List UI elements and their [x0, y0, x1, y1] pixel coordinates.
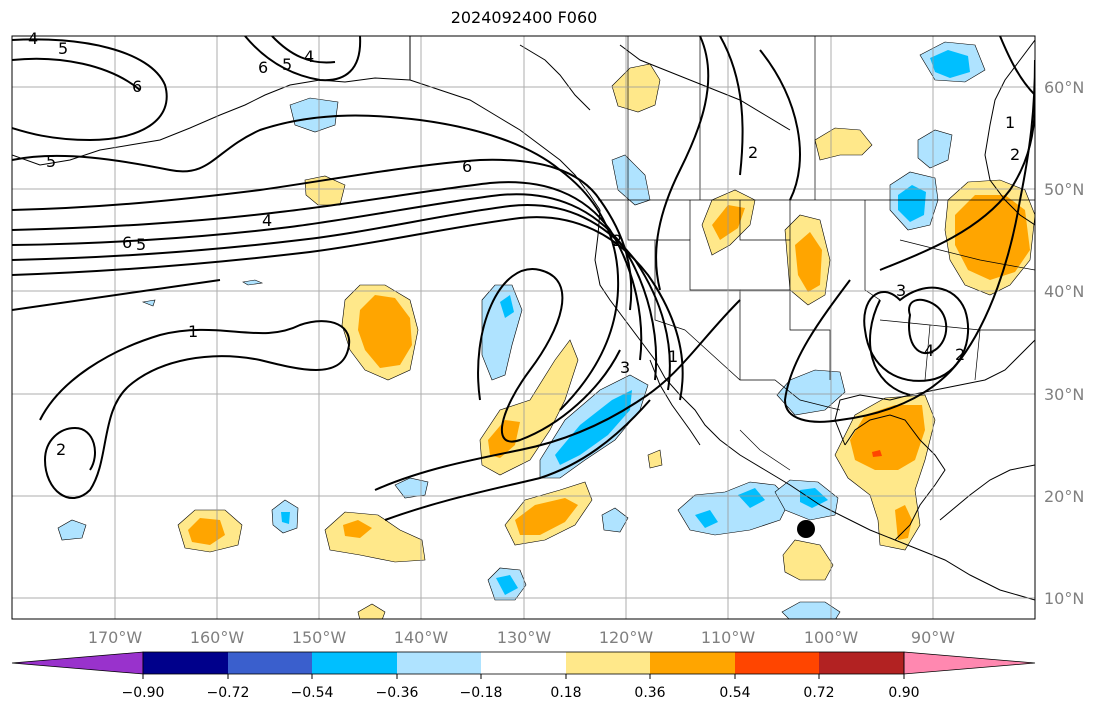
colorbar-tick-label: −0.90: [122, 685, 165, 701]
colorbar-tick-label: −0.54: [291, 685, 334, 701]
cool-area: [917, 129, 953, 169]
lon-label: 100°W: [804, 628, 859, 647]
map-title: 2024092400 F060: [450, 8, 598, 27]
warm-area: [814, 127, 873, 161]
contour-label: 2: [955, 345, 965, 364]
orange-core: [358, 295, 412, 368]
storm-marker: [797, 520, 815, 538]
colorbar-segment: [566, 652, 650, 674]
colorbar-tick-label: −0.18: [460, 685, 503, 701]
colorbar-tick-label: 0.72: [803, 685, 834, 701]
lon-label: 150°W: [292, 628, 347, 647]
colorbar-segment: [481, 652, 566, 674]
contour-label: 2: [56, 440, 66, 459]
contour-label: 4: [304, 47, 314, 66]
cyan-core: [496, 575, 518, 595]
colorbar-tick-label: 0.54: [719, 685, 750, 701]
colorbar-tick-label: −0.36: [376, 685, 419, 701]
contour-label: 2: [612, 231, 622, 250]
contour-lines: [12, 36, 1035, 521]
coastlines: [12, 36, 1035, 601]
cyan-core: [738, 488, 765, 508]
map-frame: [11, 35, 1036, 620]
cool-area: [601, 507, 629, 533]
red-core: [872, 450, 882, 457]
cyan-core: [898, 185, 926, 222]
contour-label: 5: [58, 39, 68, 58]
contour-label: 6: [132, 77, 142, 96]
latitude-labels: 60°N 50°N 40°N 30°N 20°N 10°N: [1044, 78, 1084, 608]
cyan-core: [930, 50, 970, 78]
contour-label: 1: [668, 347, 678, 366]
colorbar: −0.90 −0.72 −0.54 −0.36 −0.18 0.18 0.36 0.54 0.7…: [11, 651, 1036, 701]
lon-label: 130°W: [497, 628, 552, 647]
colorbar-segment: [143, 652, 228, 674]
cool-area: [776, 369, 846, 416]
anomaly-shading: [57, 41, 1035, 619]
cool-area: [57, 519, 87, 541]
orange-core: [343, 520, 372, 538]
lat-label: 10°N: [1044, 589, 1084, 608]
orange-core: [188, 518, 225, 545]
lon-label: 170°W: [88, 628, 143, 647]
lon-label: 120°W: [599, 628, 654, 647]
contour-label: 1: [188, 322, 198, 341]
contour-label: 1: [1005, 113, 1015, 132]
gridlines: [12, 36, 1035, 619]
colorbar-segment: [819, 652, 904, 674]
cool-area: [781, 601, 841, 619]
warm-area: [611, 63, 661, 113]
cyan-core: [695, 510, 718, 528]
lat-label: 30°N: [1044, 385, 1084, 404]
contour-label: 3: [620, 358, 630, 377]
lat-label: 60°N: [1044, 78, 1084, 97]
lon-label: 140°W: [394, 628, 449, 647]
contour-label: 5: [282, 55, 292, 74]
contour-label: 6: [122, 233, 132, 252]
contour-label: 4: [262, 211, 272, 230]
cyan-core: [800, 488, 828, 508]
contour-label: 6: [258, 58, 268, 77]
warm-area: [782, 539, 834, 581]
lon-label: 160°W: [190, 628, 245, 647]
colorbar-segment: [312, 652, 397, 674]
colorbar-outline: [142, 651, 905, 675]
colorbar-left-extension: [11, 651, 144, 675]
warm-area: [647, 449, 663, 469]
lat-label: 20°N: [1044, 487, 1084, 506]
contour-label: 5: [46, 152, 56, 171]
contour-labels: 5 4 6 5 4 6 5 6 4 6 5 1 2 2 1 1 2 3 4 2 …: [28, 29, 1020, 459]
colorbar-tick-label: 0.18: [550, 685, 581, 701]
cool-area: [289, 97, 339, 133]
cyan-core: [500, 295, 514, 318]
cool-area: [141, 299, 156, 307]
lat-label: 40°N: [1044, 282, 1084, 301]
contour-label: 6: [462, 157, 472, 176]
contour-label: 4: [28, 29, 38, 48]
colorbar-segment: [735, 652, 819, 674]
colorbar-tick-label: −0.72: [207, 685, 250, 701]
orange-core: [515, 498, 578, 535]
longitude-labels: 170°W 160°W 150°W 140°W 130°W 120°W 110°…: [88, 628, 955, 647]
lat-label: 50°N: [1044, 180, 1084, 199]
contour-label: 4: [924, 341, 934, 360]
cool-area: [242, 279, 264, 286]
colorbar-segment: [397, 652, 481, 674]
cyan-core: [281, 512, 290, 524]
lon-label: 110°W: [701, 628, 756, 647]
contour-label: 5: [136, 235, 146, 254]
orange-core: [895, 505, 912, 540]
lon-label: 90°W: [911, 628, 955, 647]
colorbar-tick-label: 0.90: [888, 685, 919, 701]
colorbar-segment: [228, 652, 312, 674]
cyan-core: [555, 390, 632, 465]
contour-label: 2: [748, 143, 758, 162]
contour-label: 3: [896, 281, 906, 300]
colorbar-segment: [650, 652, 735, 674]
colorbar-tick-label: 0.36: [634, 685, 665, 701]
contour-label: 2: [1010, 145, 1020, 164]
colorbar-right-extension: [903, 651, 1036, 675]
orange-core: [795, 232, 822, 292]
